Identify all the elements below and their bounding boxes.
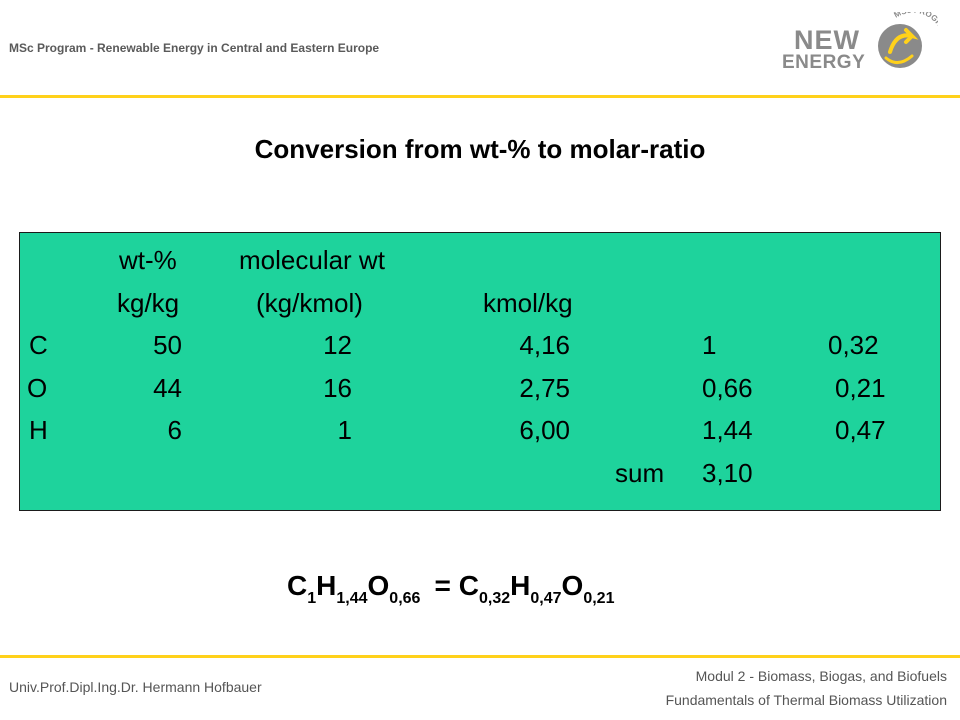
new-energy-logo: MSc PROGRAM NEW ENERGY (778, 12, 938, 80)
table-cell-wt: 44 (153, 373, 182, 403)
formula-subscript: 1,44 (336, 590, 368, 607)
formula-subscript: 0,47 (530, 590, 562, 607)
header-wt-percent: wt-% (119, 245, 177, 275)
formula-subscript: 0,21 (583, 590, 615, 607)
table-cell-ratio1: 0,66 (702, 373, 753, 403)
table-row-element: H (29, 415, 48, 445)
program-title: MSc Program - Renewable Energy in Centra… (9, 41, 380, 55)
formula-symbol: C (287, 570, 308, 601)
formula-equals: = (434, 570, 451, 601)
slide-title: Conversion from wt-% to molar-ratio (254, 134, 706, 164)
table-cell-ratio2: 0,32 (828, 330, 879, 360)
header-divider (0, 95, 960, 98)
table-cell-ratio2: 0,21 (835, 373, 886, 403)
header-kmol-per-kg: kmol/kg (483, 288, 573, 318)
formula-symbol: H (510, 570, 531, 601)
formula-subscript: 0,32 (479, 590, 511, 607)
logo-graphic-icon: MSc PROGRAM (878, 12, 938, 68)
table-row-element: O (27, 373, 48, 403)
footer-module: Modul 2 - Biomass, Biogas, and Biofuels (695, 668, 947, 684)
molar-formula: C1H1,44O0,66 = C0,32H0,47O0,21 (287, 570, 614, 607)
table-cell-wt: 50 (153, 330, 182, 360)
sum-label: sum (615, 458, 665, 488)
formula-subscript: 0,66 (389, 590, 421, 607)
footer-course: Fundamentals of Thermal Biomass Utilizat… (665, 692, 947, 708)
table-cell-ratio2: 0,47 (835, 415, 886, 445)
table-cell-ratio1: 1,44 (702, 415, 753, 445)
table-cell-kmol: 6,00 (519, 415, 570, 445)
header-molecular-wt: molecular wt (239, 245, 385, 275)
table-cell-wt: 6 (167, 415, 182, 445)
logo-energy-text: ENERGY (782, 52, 866, 73)
header-kg-per-kmol: (kg/kmol) (256, 288, 363, 318)
table-cell-kmol: 4,16 (519, 330, 570, 360)
formula-symbol: O (367, 570, 390, 601)
table-cell-ratio1: 1 (702, 330, 717, 360)
table-row-element: C (29, 330, 48, 360)
footer-author: Univ.Prof.Dipl.Ing.Dr. Hermann Hofbauer (9, 679, 262, 695)
formula-subscript: 1 (307, 590, 317, 607)
sum-value: 3,10 (702, 458, 753, 488)
footer-divider (0, 655, 960, 658)
table-cell-mw: 1 (337, 415, 352, 445)
logo-new-text: NEW (794, 25, 860, 55)
table-cell-mw: 12 (323, 330, 352, 360)
formula-symbol: H (316, 570, 337, 601)
formula-symbol: C (458, 570, 480, 601)
header-kg-per-kg: kg/kg (117, 288, 180, 318)
conversion-table: wt-% molecular wt kg/kg (kg/kmol) kmol/k… (19, 232, 941, 511)
table-cell-kmol: 2,75 (519, 373, 570, 403)
formula-symbol: O (561, 570, 584, 601)
table-cell-mw: 16 (323, 373, 352, 403)
